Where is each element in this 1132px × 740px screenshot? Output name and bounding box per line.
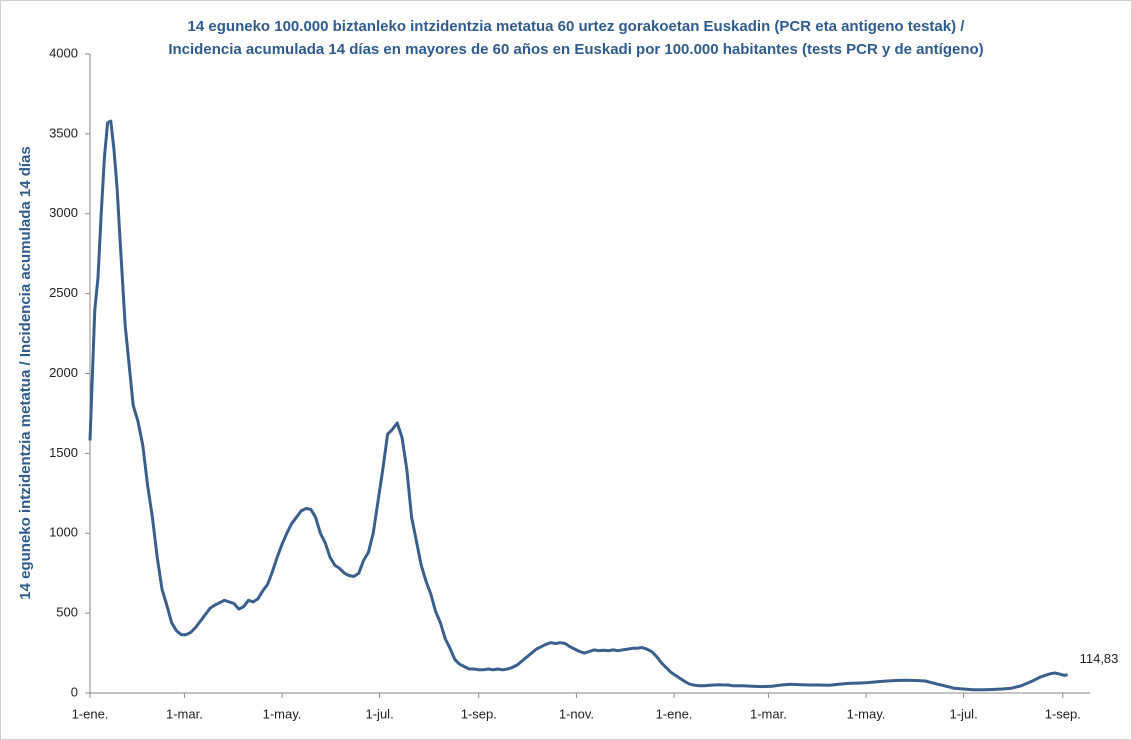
x-tick-label: 1-sep. [1045,706,1081,721]
x-tick-label: 1-nov. [559,706,594,721]
y-tick-label: 2000 [49,365,78,380]
x-tick-label: 1-ene. [656,706,693,721]
y-tick-label: 0 [71,684,78,699]
x-tick-label: 1-sep. [461,706,497,721]
x-tick-label: 1-mar. [166,706,203,721]
chart-title: Incidencia acumulada 14 días en mayores … [168,41,983,58]
y-tick-label: 500 [56,605,78,620]
y-tick-label: 4000 [49,45,78,60]
x-tick-label: 1-jul. [950,706,978,721]
chart-title: 14 eguneko 100.000 biztanleko intzidentz… [188,18,966,35]
data-label: 114,83 [1080,651,1119,666]
y-tick-label: 3500 [49,125,78,140]
x-tick-label: 1-mar. [750,706,787,721]
x-tick-label: 1-jul. [366,706,394,721]
y-tick-label: 1500 [49,445,78,460]
y-tick-label: 1000 [49,525,78,540]
x-tick-label: 1-ene. [72,706,109,721]
y-tick-label: 2500 [49,285,78,300]
x-tick-label: 1-may. [263,706,302,721]
y-tick-label: 3000 [49,205,78,220]
data-line [88,119,1068,692]
x-tick-label: 1-may. [847,706,886,721]
y-axis-label: 14 eguneko intzidentzia metatua / Incide… [17,146,34,599]
